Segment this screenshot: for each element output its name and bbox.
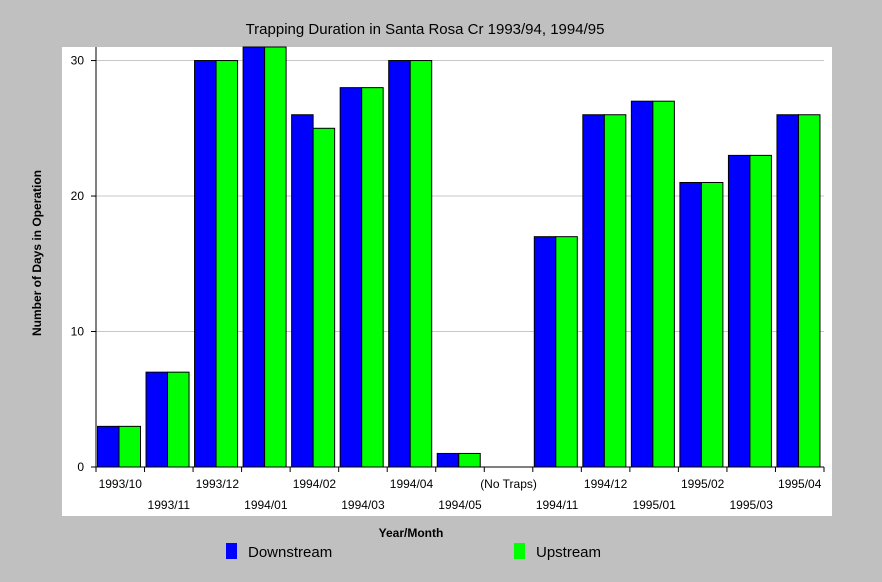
- bar-upstream-7: [458, 452, 481, 468]
- bar-upstream-13: [749, 154, 772, 468]
- bar-downstream-11: [630, 100, 654, 468]
- x-tick-label: (No Traps): [480, 477, 537, 491]
- y-ticks: 0 10 20 30: [71, 54, 96, 474]
- legend-label-upstream: Upstream: [536, 544, 601, 561]
- bar-upstream-5: [361, 87, 384, 468]
- legend-swatch-upstream: [514, 543, 525, 559]
- bar-downstream-4: [291, 114, 314, 468]
- bar-upstream-14: [797, 114, 821, 468]
- x-tick-label: 1993/12: [196, 477, 240, 491]
- bar-upstream-10: [603, 114, 627, 468]
- x-tick-label: 1995/02: [681, 477, 725, 491]
- bar-upstream-2: [215, 60, 239, 468]
- x-tick-label: 1994/02: [293, 477, 337, 491]
- x-tick-label: 1994/01: [244, 498, 288, 512]
- x-tick-label: 1994/11: [536, 498, 579, 512]
- bar-downstream-9: [533, 236, 557, 468]
- bar-upstream-6: [409, 60, 433, 468]
- x-tick-label: 1994/12: [584, 477, 628, 491]
- y-tick-label: 0: [77, 460, 84, 474]
- bar-downstream-5: [339, 87, 363, 468]
- chart-title: Trapping Duration in Santa Rosa Cr 1993/…: [246, 21, 605, 38]
- bar-upstream-1: [167, 371, 190, 468]
- legend-label-downstream: Downstream: [248, 544, 332, 561]
- bar-upstream-12: [700, 181, 724, 468]
- bars: [97, 46, 821, 468]
- y-tick-label: 30: [71, 54, 85, 68]
- x-tick-label: 1993/11: [148, 498, 191, 512]
- bar-upstream-9: [555, 236, 578, 468]
- x-tick-label: 1994/05: [438, 498, 482, 512]
- bar-downstream-0: [97, 425, 120, 468]
- bar-downstream-14: [776, 114, 799, 468]
- x-tick-label: 1993/10: [99, 477, 143, 491]
- bar-upstream-0: [118, 425, 141, 468]
- bar-upstream-4: [312, 127, 336, 468]
- x-tick-label: 1995/01: [632, 498, 676, 512]
- bar-downstream-2: [194, 60, 217, 468]
- bar-downstream-3: [242, 46, 266, 468]
- y-axis-label: Number of Days in Operation: [30, 170, 44, 336]
- x-ticks: 1993/10 1993/11 1993/12 1994/01 1994/02 1994/…: [95, 467, 825, 512]
- legend-swatch-downstream: [226, 543, 237, 559]
- x-axis-label: Year/Month: [379, 526, 444, 540]
- x-tick-label: 1994/03: [341, 498, 385, 512]
- y-tick-label: 20: [71, 189, 85, 203]
- bar-downstream-12: [679, 181, 702, 468]
- bar-downstream-6: [388, 60, 411, 468]
- bar-downstream-7: [436, 452, 460, 468]
- bar-downstream-13: [727, 154, 751, 468]
- x-tick-label: 1995/04: [778, 477, 822, 491]
- bar-downstream-1: [145, 371, 169, 468]
- bar-upstream-3: [264, 46, 287, 468]
- y-tick-label: 10: [71, 325, 85, 339]
- legend: Downstream Upstream: [226, 543, 601, 561]
- x-tick-label: 1995/03: [730, 498, 774, 512]
- bar-downstream-10: [582, 114, 605, 468]
- bar-upstream-11: [652, 100, 675, 468]
- x-tick-label: 1994/04: [390, 477, 434, 491]
